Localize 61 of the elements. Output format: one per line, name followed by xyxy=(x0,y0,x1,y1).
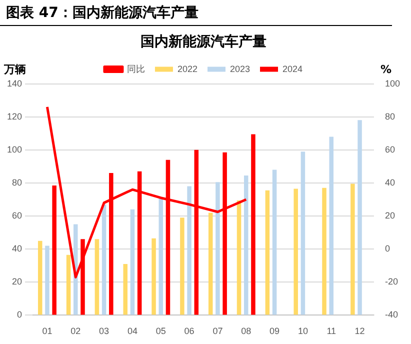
bar xyxy=(208,212,213,315)
bar xyxy=(300,152,306,315)
bar xyxy=(158,198,164,315)
chart-subtitle: 国内新能源汽车产量 xyxy=(140,33,266,50)
bar xyxy=(358,120,362,315)
x-tick-label: 07 xyxy=(212,326,223,336)
bar xyxy=(272,170,277,315)
x-tick-label: 11 xyxy=(326,326,336,336)
x-tick-label: 09 xyxy=(270,326,280,336)
legend-label: 同比 xyxy=(126,64,145,74)
bar xyxy=(322,188,326,315)
chart-title: 图表 47：国内新能源汽车产量 xyxy=(0,0,392,26)
bar xyxy=(180,218,184,315)
legend-label: 2023 xyxy=(230,64,250,74)
y-tick-label: 20 xyxy=(12,276,22,287)
legend-label: 2024 xyxy=(282,64,303,74)
bar xyxy=(123,264,128,315)
y-tick-label: 120 xyxy=(6,111,22,122)
y-tick-label: 80 xyxy=(12,177,22,188)
y2-tick-label: -40 xyxy=(384,310,398,320)
y-axis-title: 万辆 xyxy=(3,63,26,76)
y-tick-label: 140 xyxy=(6,78,22,88)
bar xyxy=(130,209,135,315)
bar xyxy=(216,182,220,315)
y2-tick-label: 40 xyxy=(384,177,395,188)
y2-tick-label: 20 xyxy=(384,210,395,221)
bar xyxy=(52,185,56,315)
x-tick-label: 08 xyxy=(241,326,252,336)
bar xyxy=(251,134,256,315)
x-tick-label: 05 xyxy=(156,326,166,336)
y-tick-label: 60 xyxy=(12,210,22,221)
y2-tick-label: 60 xyxy=(384,144,395,154)
bar xyxy=(45,246,50,315)
bar xyxy=(38,240,42,315)
x-tick-label: 12 xyxy=(354,326,365,336)
bar xyxy=(329,136,334,315)
bar xyxy=(236,200,242,315)
x-tick-label: 10 xyxy=(298,326,308,336)
y-tick-label: 0 xyxy=(17,310,22,320)
y2-tick-label: 100 xyxy=(384,78,400,88)
y-tick-label: 100 xyxy=(6,144,22,154)
bar xyxy=(244,176,248,315)
legend-label: 2022 xyxy=(177,64,198,74)
y2-tick-label: -20 xyxy=(384,276,398,287)
y-tick-label: 40 xyxy=(12,244,22,254)
bar xyxy=(94,239,100,315)
bar xyxy=(66,254,71,315)
x-tick-label: 06 xyxy=(184,326,194,336)
bar xyxy=(265,190,270,315)
y2-tick-label: 80 xyxy=(384,111,395,122)
bar xyxy=(350,184,355,315)
x-tick-label: 01 xyxy=(42,326,52,336)
bar xyxy=(187,186,192,315)
y2-tick-label: 0 xyxy=(384,244,390,254)
bar xyxy=(152,238,156,315)
x-tick-label: 04 xyxy=(127,326,138,336)
y2-axis-title: % xyxy=(380,63,392,76)
x-tick-label: 02 xyxy=(70,326,81,336)
bar xyxy=(102,204,106,315)
bar xyxy=(294,188,298,315)
x-tick-label: 03 xyxy=(99,326,110,336)
